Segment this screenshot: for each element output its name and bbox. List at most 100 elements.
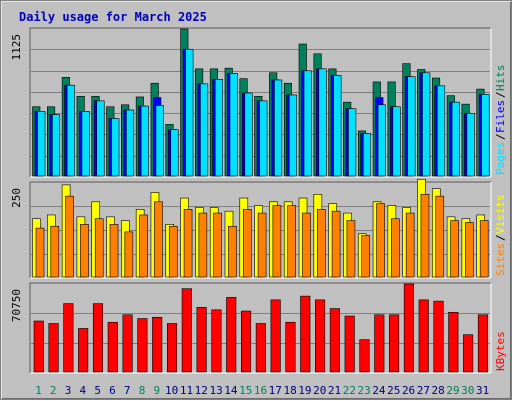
sites-bar (346, 220, 356, 278)
sites-bar (272, 205, 282, 278)
sites-bar (168, 225, 178, 278)
sites-bar (242, 209, 252, 278)
sites-bar (479, 220, 489, 278)
x-tick-label: 17 (269, 384, 282, 397)
x-tick-label: 21 (328, 384, 341, 397)
pages-bar (303, 70, 312, 177)
x-tick-label: 19 (298, 384, 311, 397)
panel-1-legend-separator: / (494, 91, 507, 98)
kbytes-bar (137, 318, 148, 373)
pages-bar (422, 72, 431, 177)
x-tick-label: 14 (224, 384, 238, 397)
kbytes-bar (166, 323, 178, 373)
panel-3-y-max-label: 70750 (10, 289, 23, 322)
pages-bar (244, 92, 253, 177)
pages-bar (362, 133, 372, 177)
x-tick-label: 7 (124, 384, 131, 397)
pages-bar (111, 118, 120, 177)
x-tick-label: 16 (254, 384, 267, 397)
kbytes-bar (92, 303, 104, 373)
panel-1-y-max-label: 1125 (10, 34, 23, 61)
sites-bar (213, 212, 222, 278)
kbytes-bar (389, 314, 400, 373)
x-tick-label: 22 (343, 384, 356, 397)
pages-bar (436, 85, 446, 177)
panel-1-legend-hits: Hits (494, 65, 507, 92)
kbytes-bar (240, 310, 252, 373)
pages-bar (466, 112, 475, 177)
pages-bar (392, 106, 401, 177)
pages-bar (481, 94, 490, 177)
sites-bar (124, 231, 134, 278)
sites-bar (287, 205, 297, 278)
pages-bar (81, 111, 90, 177)
sites-bar (361, 235, 371, 278)
x-tick-label: 5 (94, 384, 101, 397)
pages-bar (333, 75, 342, 177)
kbytes-bar (329, 308, 340, 373)
sites-bar (109, 224, 119, 278)
kbytes-bar (48, 323, 59, 373)
sites-bar (80, 224, 89, 278)
kbytes-bar (226, 297, 237, 373)
kbytes-bar (285, 321, 296, 373)
sites-bar (420, 193, 430, 278)
pages-bar (348, 108, 357, 177)
x-tick-label: 24 (372, 384, 386, 397)
kbytes-bar (107, 321, 118, 373)
sites-bar (450, 220, 459, 278)
x-tick-label: 10 (165, 384, 178, 397)
sites-bar (302, 212, 311, 278)
pages-bar (451, 101, 460, 177)
x-tick-label: 31 (476, 384, 489, 397)
kbytes-bar (344, 315, 355, 373)
pages-bar (170, 129, 179, 177)
kbytes-bar (152, 316, 163, 373)
kbytes-bar (403, 283, 414, 373)
kbytes-bar (78, 328, 89, 373)
pages-bar (66, 84, 75, 177)
kbytes-bar (433, 300, 444, 373)
panel-1-legend-separator: / (494, 133, 507, 140)
sites-bar (331, 210, 341, 278)
kbytes-bar (315, 299, 326, 373)
kbytes-bar (418, 299, 429, 373)
sites-bar (228, 225, 237, 278)
x-tick-label: 27 (417, 384, 430, 397)
pages-bar (185, 48, 194, 177)
sites-bar (94, 218, 104, 278)
pages-bar (229, 73, 238, 177)
sites-bar (154, 201, 163, 278)
x-tick-label: 1 (35, 384, 42, 397)
panel-2-legend-sites: Sites (494, 243, 507, 276)
pages-bar (274, 79, 283, 177)
pages-bar (140, 105, 149, 177)
kbytes-bar (63, 303, 74, 373)
x-tick-label: 23 (358, 384, 371, 397)
x-tick-label: 26 (402, 384, 415, 397)
pages-bar (407, 76, 416, 177)
sites-bar (391, 218, 400, 278)
pages-bar (377, 104, 386, 177)
pages-bar (52, 114, 61, 177)
sites-bar (435, 195, 445, 278)
pages-bar (37, 111, 46, 177)
x-tick-label: 12 (195, 384, 208, 397)
panel-1-legend-pages: Pages (494, 142, 507, 175)
x-tick-label: 11 (180, 384, 193, 397)
x-tick-label: 18 (283, 384, 296, 397)
sites-bar (35, 227, 45, 278)
sites-bar (50, 225, 60, 278)
pages-bar (259, 100, 268, 177)
x-tick-label: 15 (239, 384, 252, 397)
panel-1-legend-files: Files (494, 100, 507, 133)
x-tick-label: 6 (109, 384, 116, 397)
kbytes-bar (270, 299, 281, 373)
pages-bar (318, 68, 327, 177)
kbytes-bar (211, 309, 222, 373)
pages-bar (126, 109, 135, 177)
kbytes-bar (196, 307, 207, 373)
x-tick-label: 4 (80, 384, 87, 397)
kbytes-bar (448, 311, 459, 373)
